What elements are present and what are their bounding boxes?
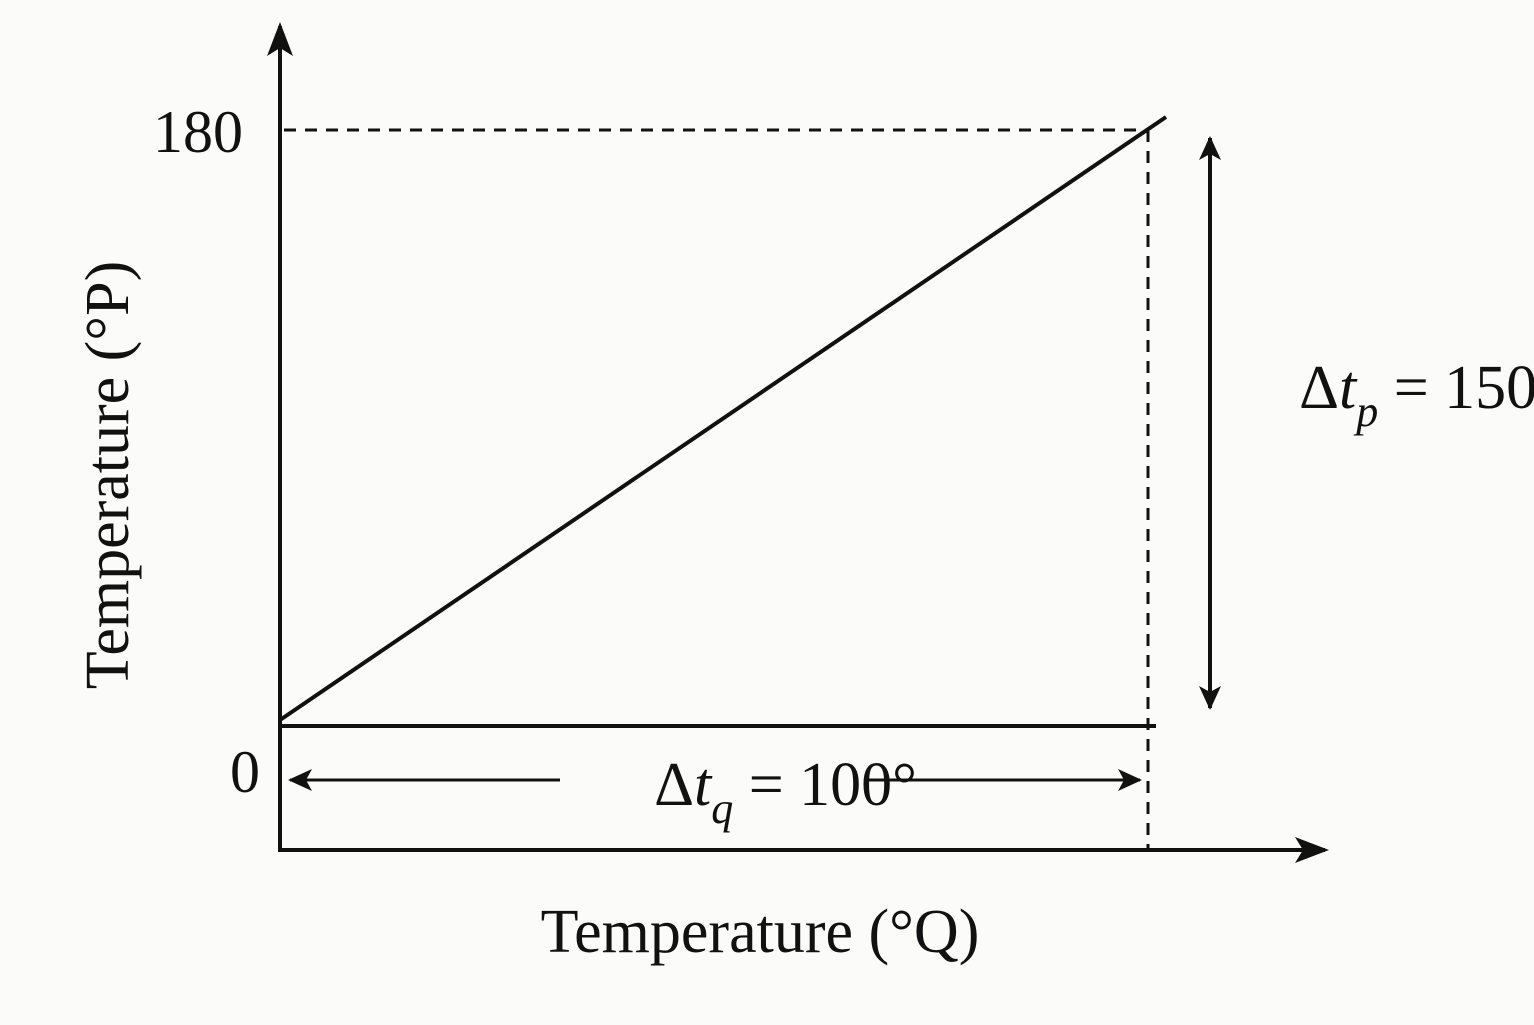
variable: t xyxy=(694,751,713,819)
variable: t xyxy=(1339,354,1358,422)
y-tick-label: 0 xyxy=(230,739,260,805)
subscript: p xyxy=(1353,387,1378,436)
y-tick-label: 180 xyxy=(153,99,243,165)
x-axis-label: Temperature (°Q) xyxy=(541,898,980,966)
relation-line xyxy=(278,115,1168,722)
symbol: Δ xyxy=(654,751,694,819)
annotation: Δtp = 150° xyxy=(1225,354,1534,436)
symbol: Δ xyxy=(1299,354,1339,422)
y-axis-label: Temperature (°P) xyxy=(74,261,142,689)
value-text: = 150° xyxy=(1378,354,1534,422)
annotation: Δtq = 100° xyxy=(580,751,963,833)
value-text: = 100° xyxy=(733,751,917,819)
subscript: q xyxy=(711,784,733,833)
